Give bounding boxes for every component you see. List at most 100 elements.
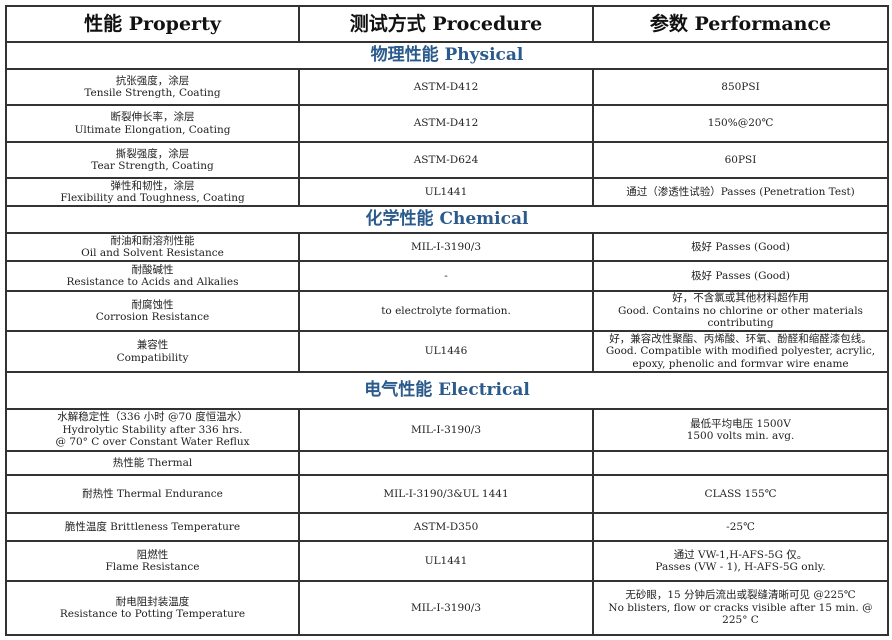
- property-cell: 撕裂强度，涂层 Tear Strength, Coating: [5, 141, 300, 179]
- section-title: 电气性能 Electrical: [5, 371, 889, 410]
- table-row: 热性能 Thermal: [5, 450, 889, 476]
- cell-text: 1500 volts min. avg.: [686, 430, 795, 442]
- table-row: 水解稳定性（336 小时 @70 度恒温水） Hydrolytic Stabili…: [5, 408, 889, 452]
- cell-text: 150%@20℃: [707, 117, 774, 130]
- table-row: 耐热性 Thermal Endurance MIL-I-3190/3&UL 144…: [5, 474, 889, 514]
- procedure-cell: -: [298, 260, 594, 292]
- performance-cell: [592, 450, 889, 476]
- section-row: 化学性能 Chemical: [5, 205, 889, 234]
- cell-text: ASTM-D412: [413, 117, 479, 130]
- section-row: 电气性能 Electrical: [5, 371, 889, 410]
- performance-cell: 无砂眼，15 分钟后流出或裂缝清晰可见 @225℃ No blisters, fl…: [592, 580, 889, 636]
- cell-text: 耐酸碱性: [131, 263, 174, 276]
- property-cell: 断裂伸长率，涂层 Ultimate Elongation, Coating: [5, 104, 300, 143]
- property-cell: 脆性温度 Brittleness Temperature: [5, 512, 300, 542]
- performance-cell: 最低平均电压 1500V 1500 volts min. avg.: [592, 408, 889, 452]
- cell-text: ASTM-D350: [413, 520, 479, 533]
- cell-text: 耐油和耐溶剂性能: [110, 234, 195, 247]
- table-row: 耐油和耐溶剂性能 Oil and Solvent Resistance MIL-I-…: [5, 232, 889, 262]
- performance-cell: 150%@20℃: [592, 104, 889, 143]
- procedure-cell: MIL-I-3190/3&UL 1441: [298, 474, 594, 514]
- cell-text: ASTM-D412: [413, 80, 479, 93]
- property-cell: 耐热性 Thermal Endurance: [5, 474, 300, 514]
- cell-text: No blisters, flow or cracks visible afte…: [608, 601, 873, 614]
- cell-text: Resistance to Acids and Alkalies: [66, 276, 239, 288]
- procedure-cell: UL1441: [298, 540, 594, 582]
- cell-text: -: [444, 269, 448, 282]
- header-performance: 参数 Performance: [592, 5, 889, 43]
- property-cell: 耐电阻封装温度 Resistance to Potting Temperature: [5, 580, 300, 636]
- procedure-cell: MIL-I-3190/3: [298, 232, 594, 262]
- table-row: 耐电阻封装温度 Resistance to Potting Temperature…: [5, 580, 889, 636]
- cell-text: 脆性温度 Brittleness Temperature: [64, 520, 241, 533]
- procedure-cell: UL1441: [298, 177, 594, 207]
- cell-text: ASTM-D624: [413, 153, 479, 166]
- performance-cell: 通过（渗透性试验）Passes (Penetration Test): [592, 177, 889, 207]
- cell-text: 极好 Passes (Good): [691, 240, 790, 253]
- cell-text: -25℃: [726, 520, 755, 533]
- cell-text: 阻燃性: [136, 548, 169, 561]
- procedure-cell: ASTM-D412: [298, 104, 594, 143]
- cell-text: @ 70° C over Constant Water Reflux: [55, 436, 250, 449]
- table-row: 脆性温度 Brittleness Temperature ASTM-D350 -25…: [5, 512, 889, 542]
- header-procedure: 测试方式 Procedure: [298, 5, 594, 43]
- table-row: 抗张强度，涂层 Tensile Strength, Coating ASTM-D41…: [5, 68, 889, 106]
- section-title: 物理性能 Physical: [5, 41, 889, 70]
- property-cell: 耐腐蚀性 Corrosion Resistance: [5, 290, 300, 332]
- procedure-cell: ASTM-D350: [298, 512, 594, 542]
- cell-text: 极好 Passes (Good): [691, 269, 790, 282]
- cell-text: MIL-I-3190/3&UL 1441: [383, 487, 509, 500]
- cell-text: epoxy, phenolic and formvar wire ename: [632, 357, 849, 370]
- cell-text: 水解稳定性（336 小时 @70 度恒温水）: [57, 411, 248, 424]
- cell-text: 好，兼容改性聚酯、丙烯酸、环氧、酚醛和缩醛漆包线。: [609, 332, 872, 345]
- cell-text: Good. Compatible with modified polyester…: [605, 345, 876, 358]
- procedure-cell: MIL-I-3190/3: [298, 580, 594, 636]
- table-row: 撕裂强度，涂层 Tear Strength, Coating ASTM-D624 60…: [5, 141, 889, 179]
- table-row: 断裂伸长率，涂层 Ultimate Elongation, Coating ASTM…: [5, 104, 889, 143]
- cell-text: CLASS 155℃: [704, 487, 777, 500]
- cell-text: 热性能 Thermal: [112, 456, 193, 469]
- performance-cell: 极好 Passes (Good): [592, 260, 889, 292]
- table-row: 阻燃性 Flame Resistance UL1441 通过 VW-1,H-AFS-5…: [5, 540, 889, 582]
- property-cell: 抗张强度，涂层 Tensile Strength, Coating: [5, 68, 300, 106]
- cell-text: Flexibility and Toughness, Coating: [60, 192, 245, 204]
- performance-cell: 通过 VW-1,H-AFS-5G 仅。 Passes (VW - 1), H-AF…: [592, 540, 889, 582]
- cell-text: MIL-I-3190/3: [410, 423, 482, 436]
- performance-cell: CLASS 155℃: [592, 474, 889, 514]
- cell-text: Hydrolytic Stability after 336 hrs.: [62, 423, 243, 436]
- cell-text: 最低平均电压 1500V: [690, 417, 791, 430]
- procedure-cell: ASTM-D412: [298, 68, 594, 106]
- cell-text: 弹性和韧性，涂层: [110, 179, 195, 192]
- procedure-cell: to electrolyte formation.: [298, 290, 594, 332]
- cell-text: Tensile Strength, Coating: [84, 87, 221, 99]
- cell-text: 225° C: [722, 614, 759, 627]
- cell-text: 撕裂强度，涂层: [115, 147, 190, 160]
- cell-text: Oil and Solvent Resistance: [81, 247, 224, 259]
- cell-text: 抗张强度，涂层: [115, 74, 190, 87]
- section-title: 化学性能 Chemical: [5, 205, 889, 234]
- property-cell: 弹性和韧性，涂层 Flexibility and Toughness, Coati…: [5, 177, 300, 207]
- cell-text: MIL-I-3190/3: [410, 601, 482, 614]
- property-cell: 热性能 Thermal: [5, 450, 300, 476]
- cell-text: contributing: [707, 317, 774, 330]
- table-row: 兼容性 Compatibility UL1446 好，兼容改性聚酯、丙烯酸、环氧、酚醛…: [5, 330, 889, 373]
- cell-text: 耐热性 Thermal Endurance: [82, 487, 223, 500]
- performance-cell: 60PSI: [592, 141, 889, 179]
- table-body: 物理性能 Physical 抗张强度，涂层 Tensile Strength, Co…: [5, 41, 889, 636]
- performance-cell: 好，不含氯或其他材料超作用 Good. Contains no chlorine …: [592, 290, 889, 332]
- table-row: 耐酸碱性 Resistance to Acids and Alkalies - 极好 …: [5, 260, 889, 292]
- procedure-cell: UL1446: [298, 330, 594, 373]
- procedure-cell: [298, 450, 594, 476]
- cell-text: UL1441: [424, 554, 468, 567]
- cell-text: MIL-I-3190/3: [410, 240, 482, 253]
- header-row: 性能 Property 测试方式 Procedure 参数 Performanc…: [5, 5, 889, 43]
- property-table: 性能 Property 测试方式 Procedure 参数 Performanc…: [5, 5, 889, 636]
- performance-cell: 好，兼容改性聚酯、丙烯酸、环氧、酚醛和缩醛漆包线。 Good. Compatibl…: [592, 330, 889, 373]
- cell-text: 60PSI: [724, 153, 757, 166]
- cell-text: 好，不含氯或其他材料超作用: [672, 292, 809, 305]
- cell-text: Compatibility: [116, 351, 189, 364]
- property-cell: 耐油和耐溶剂性能 Oil and Solvent Resistance: [5, 232, 300, 262]
- cell-text: Resistance to Potting Temperature: [59, 608, 246, 620]
- table-row: 弹性和韧性，涂层 Flexibility and Toughness, Coati…: [5, 177, 889, 207]
- cell-text: UL1441: [424, 185, 468, 198]
